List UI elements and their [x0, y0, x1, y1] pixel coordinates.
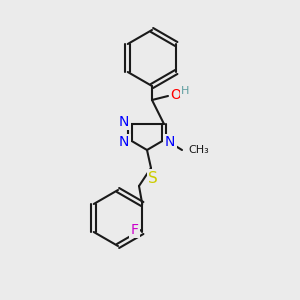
Text: O: O [171, 88, 182, 102]
Text: F: F [130, 223, 138, 237]
Text: N: N [119, 135, 129, 149]
Text: H: H [181, 86, 189, 96]
Text: S: S [148, 171, 158, 186]
Text: N: N [165, 135, 175, 149]
Text: CH₃: CH₃ [188, 145, 209, 155]
Text: N: N [119, 115, 129, 129]
